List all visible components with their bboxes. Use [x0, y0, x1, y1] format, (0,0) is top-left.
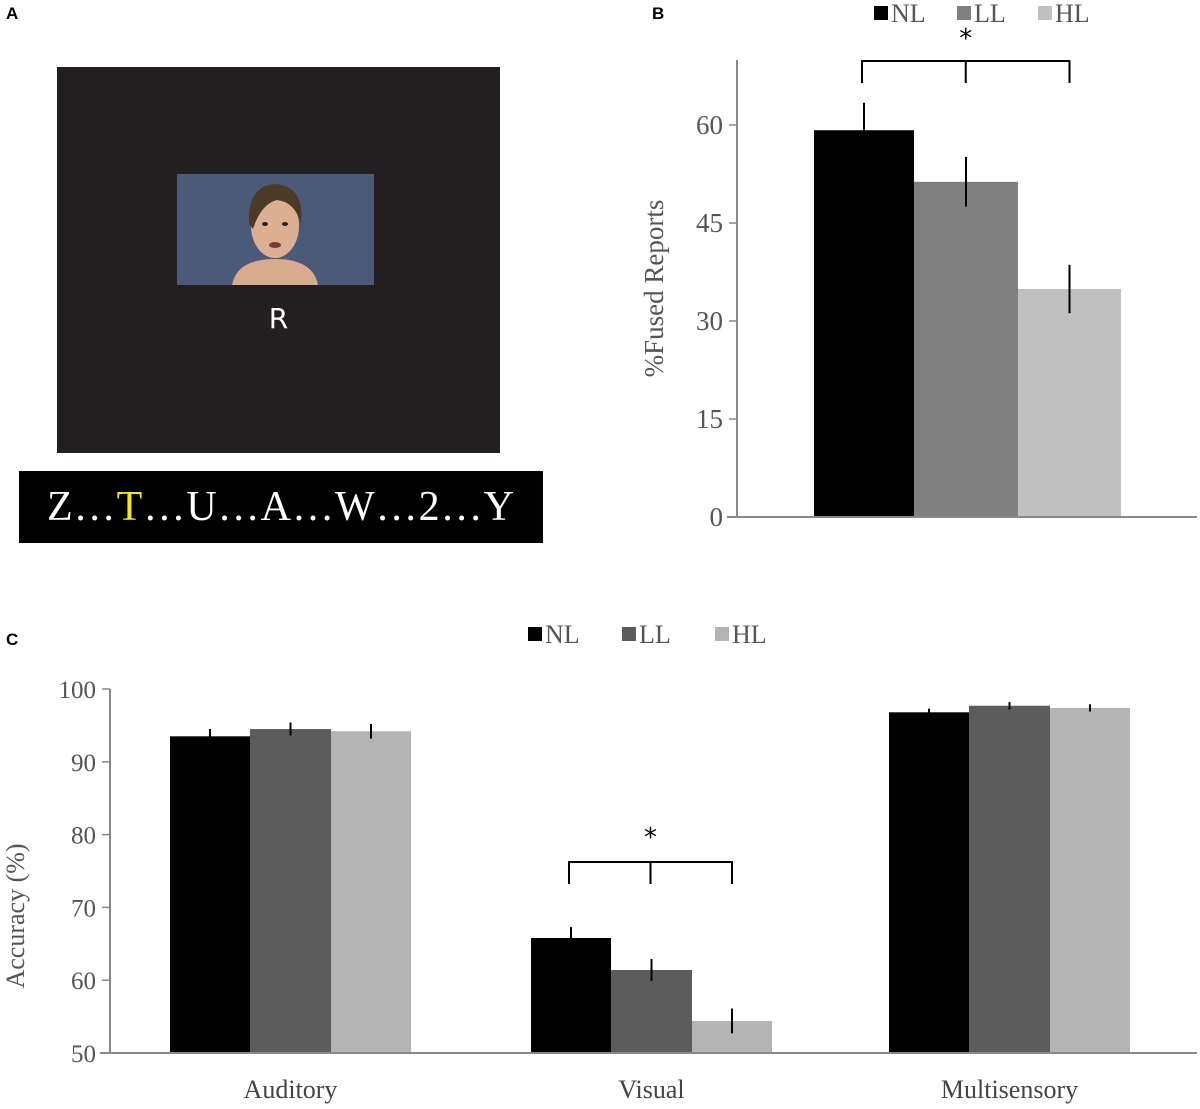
panel-label-b: B: [652, 4, 665, 23]
chart-b-legend-label-nl: NL: [891, 0, 926, 28]
stimulus-letter: R: [268, 302, 289, 335]
chart-b-y-tick-label: 45: [696, 208, 723, 238]
chart-c-y-tick-label: 90: [71, 750, 96, 777]
chart-c-y-axis-label: Accuracy (%): [1, 843, 30, 988]
face-illustration: [177, 174, 374, 285]
chart-c-y-tick-label: 50: [71, 1041, 96, 1068]
chart-c-bar-hl: [1050, 707, 1130, 1053]
chart-c-bar-nl: [531, 937, 611, 1053]
stimulus-screen: R: [57, 67, 500, 453]
panel-label-a: A: [6, 4, 19, 23]
chart-c-legend-swatch-hl: [715, 627, 729, 641]
chart-b-y-axis-label: %Fused Reports: [639, 200, 669, 378]
chart-c-category-label: Multisensory: [941, 1075, 1078, 1104]
chart-c-bar-hl: [331, 731, 411, 1053]
chart-c-legend-swatch-nl: [528, 627, 542, 641]
chart-c-legend-swatch-ll: [622, 627, 636, 641]
chart-c-bar-ll: [611, 970, 692, 1053]
chart-b-legend-label-hl: HL: [1055, 0, 1090, 28]
chart-b-y-tick-label: 0: [710, 502, 724, 532]
chart-c-y-tick-label: 70: [71, 895, 96, 922]
chart-c-significance-star: *: [644, 823, 657, 853]
chart-c-y-tick-label: 100: [59, 677, 97, 704]
letter-sequence: Z…T…U…A…W…2…Y: [19, 471, 543, 543]
chart-c-y-tick-label: 80: [71, 823, 96, 850]
chart-c-legend-label-hl: HL: [732, 620, 767, 649]
chart-b-y-tick-label: 15: [696, 404, 723, 434]
chart-c-legend-label-ll: LL: [639, 620, 671, 649]
chart-c-bar-nl: [170, 736, 250, 1053]
chart-c-significance-bracket: [568, 861, 733, 884]
chart-b-significance-bracket: [861, 60, 1071, 83]
chart-c-category-label: Visual: [618, 1075, 684, 1104]
chart-c-category-label: Auditory: [244, 1075, 338, 1104]
chart-c-legend-label-nl: NL: [545, 620, 580, 649]
chart-b-legend-swatch-ll: [957, 6, 971, 20]
chart-c-y-tick-label: 60: [71, 968, 96, 995]
chart-b-bar-ll: [914, 181, 1018, 517]
sequence-item: …U…A…W…2…Y: [143, 484, 515, 530]
chart-b-significance-star: *: [959, 24, 972, 54]
chart-c-bar-nl: [889, 712, 969, 1053]
chart-b-legend-swatch-hl: [1038, 6, 1052, 20]
chart-b-y-tick-label: 30: [696, 306, 723, 336]
chart-b-legend-swatch-nl: [874, 6, 888, 20]
chart-b-y-tick-label: 60: [696, 110, 723, 140]
face-video-frame: [177, 174, 374, 285]
sequence-item: Z: [47, 484, 74, 530]
chart-c-bar-ll: [969, 705, 1050, 1053]
sequence-item: …: [73, 484, 117, 530]
chart-b-bar-nl: [814, 130, 914, 517]
chart-b-bar-hl: [1018, 288, 1121, 517]
chart-c-bar-ll: [250, 729, 331, 1053]
sequence-target-letter: T: [116, 484, 144, 530]
panel-label-c: C: [6, 630, 19, 649]
chart-b-legend-label-ll: LL: [974, 0, 1006, 28]
